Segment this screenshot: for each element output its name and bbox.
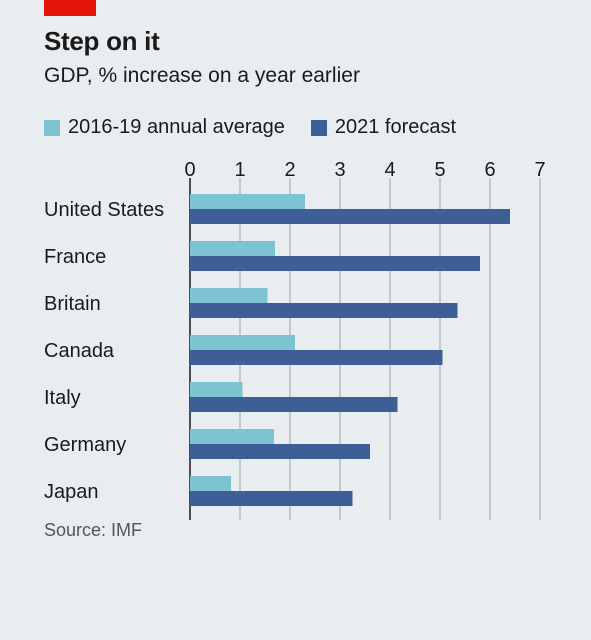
x-tick-label: 5 (434, 159, 445, 181)
bar-series-a (190, 429, 274, 444)
bar-series-a (190, 476, 231, 491)
bar-series-a (190, 288, 268, 303)
bar-series-b (190, 444, 370, 459)
legend-item-series-a: 2016-19 annual average (44, 116, 285, 139)
x-tick-label: 2 (284, 159, 295, 181)
bar-series-b (190, 256, 480, 271)
bar-series-b (190, 209, 510, 224)
category-label: Italy (44, 387, 81, 409)
x-tick-label: 3 (334, 159, 345, 181)
bar-series-b (190, 350, 443, 365)
category-label: Britain (44, 293, 101, 315)
bar-series-a (190, 241, 275, 256)
x-tick-label: 0 (184, 159, 195, 181)
x-tick-label: 6 (484, 159, 495, 181)
chart-subtitle: GDP, % increase on a year earlier (44, 64, 360, 87)
bar-series-a (190, 335, 295, 350)
bar-series-b (190, 491, 353, 506)
x-tick-label: 7 (534, 159, 545, 181)
bar-chart: 0 1 2 3 4 5 6 7 United States France Britain Canada… (44, 159, 546, 520)
category-label: Japan (44, 481, 99, 503)
category-label: Germany (44, 434, 126, 456)
legend-item-series-b: 2021 forecast (310, 116, 457, 139)
chart-legend: 2016-19 annual average 2021 forecast (44, 116, 482, 139)
legend-label-series-a: 2016-19 annual average (68, 116, 285, 138)
category-label: France (44, 246, 106, 268)
bar-series-a (190, 382, 243, 397)
bar-series-a (190, 194, 305, 209)
legend-label-series-b: 2021 forecast (334, 116, 457, 138)
brand-tag (44, 0, 96, 16)
source-note: Source: IMF (44, 520, 143, 540)
category-label: United States (44, 199, 164, 221)
x-tick-label: 1 (234, 159, 245, 181)
legend-swatch-series-b (310, 119, 327, 136)
chart-title: Step on it (44, 26, 160, 56)
legend-swatch-series-a (44, 119, 60, 136)
bar-series-b (190, 397, 398, 412)
bar-series-b (190, 303, 458, 318)
x-tick-label: 4 (384, 159, 395, 181)
category-label: Canada (44, 340, 115, 362)
